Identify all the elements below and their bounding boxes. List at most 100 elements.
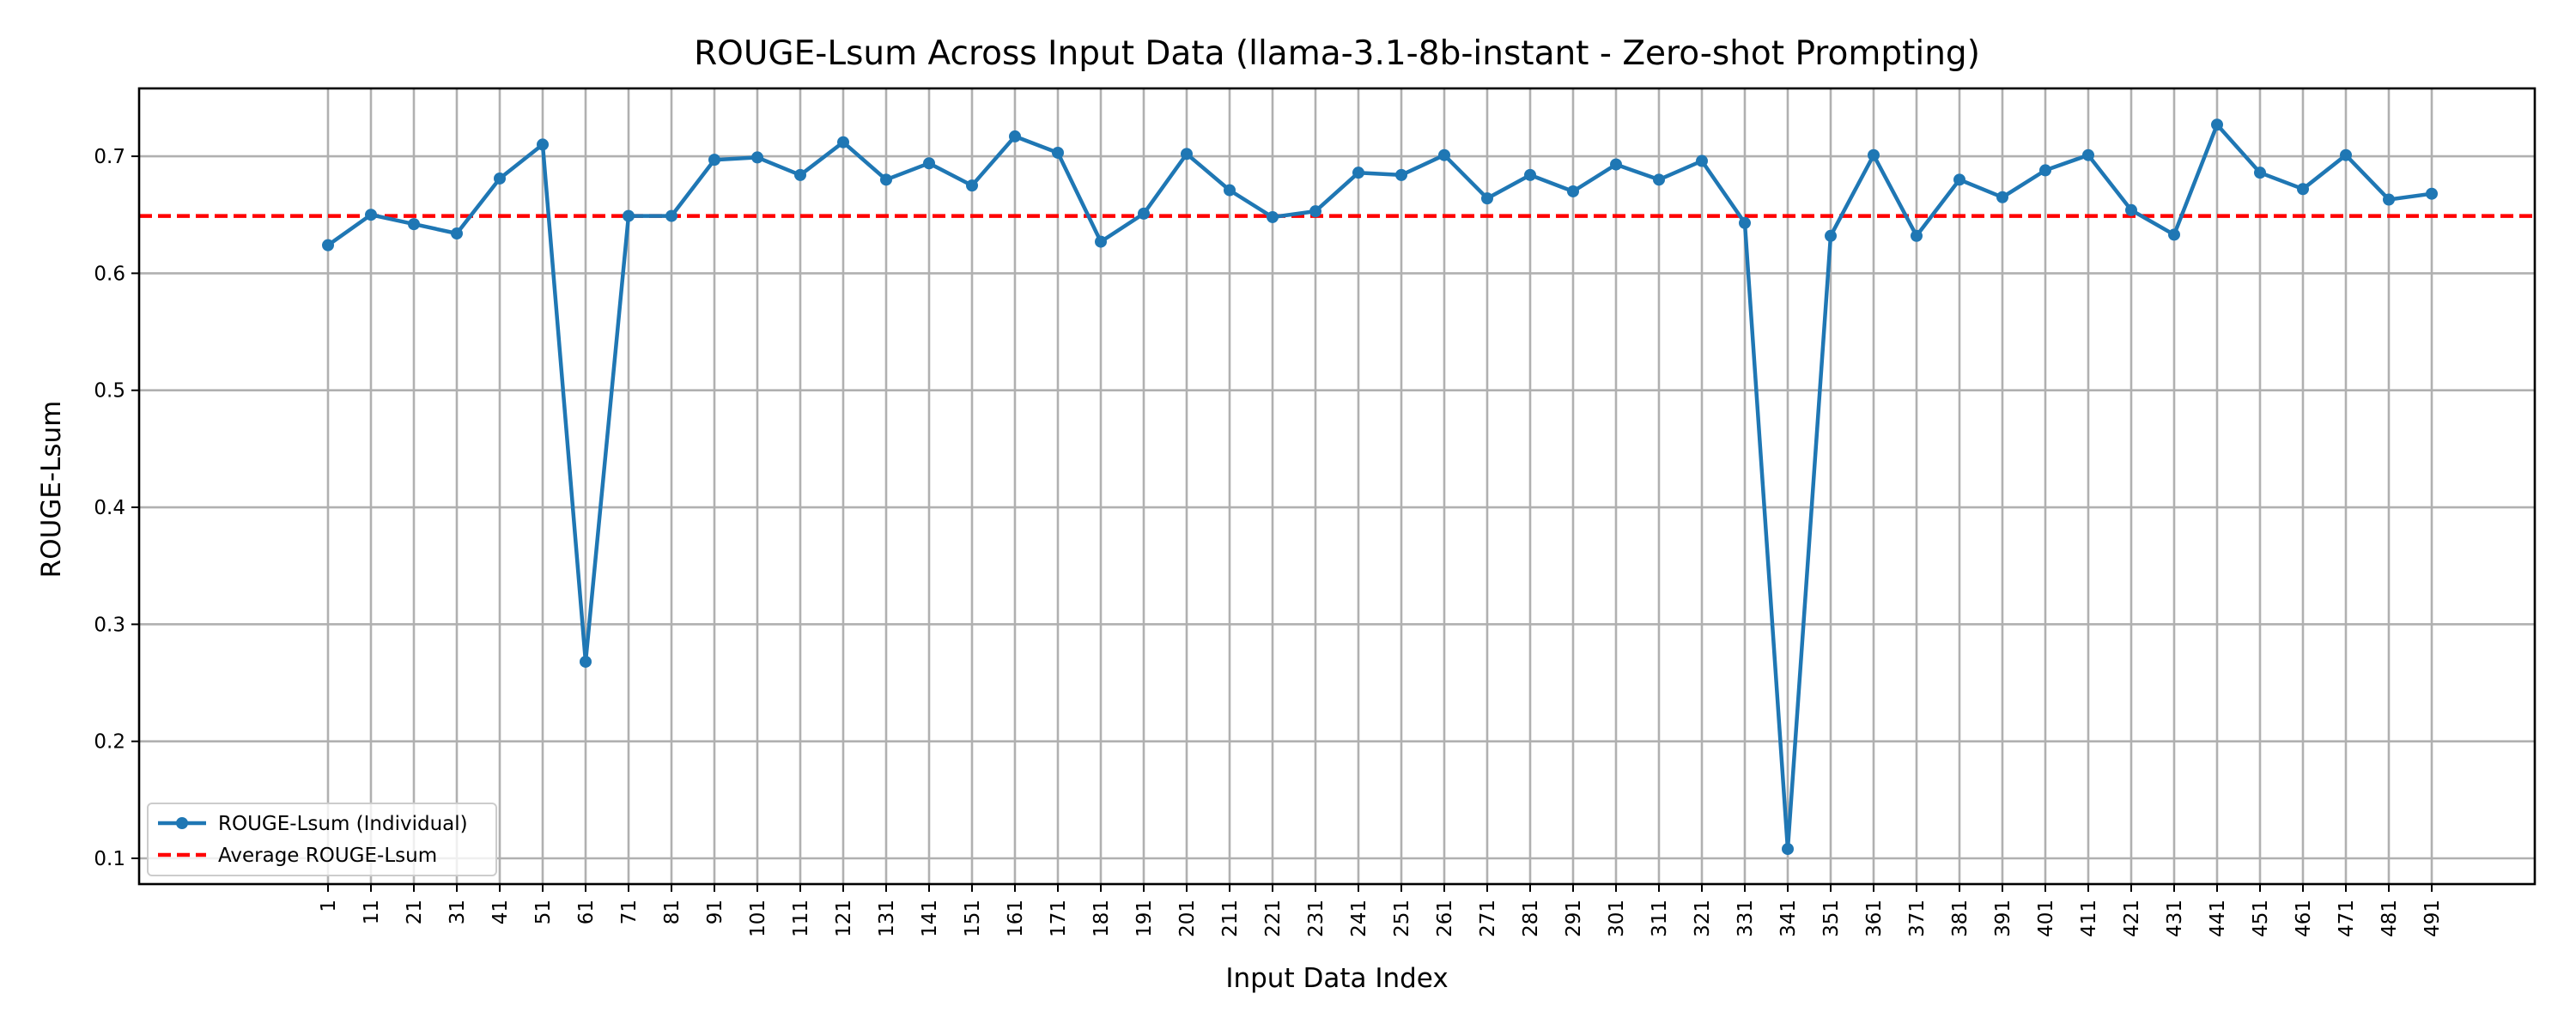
x-tick-label: 271 xyxy=(1477,900,1499,937)
x-tick-label: 301 xyxy=(1606,900,1628,937)
x-tick-label: 141 xyxy=(919,900,941,937)
data-point xyxy=(1825,229,1837,242)
x-tick-label: 81 xyxy=(661,900,683,924)
x-tick-label: 251 xyxy=(1391,900,1413,937)
x-tick-label: 11 xyxy=(361,900,383,924)
x-tick-label: 471 xyxy=(2336,900,2358,937)
data-point xyxy=(494,172,506,185)
x-tick-label: 391 xyxy=(1992,900,2014,937)
x-tick-label: 371 xyxy=(1906,900,1929,937)
x-tick-label: 461 xyxy=(2293,900,2315,937)
x-tick-label: 71 xyxy=(618,900,641,924)
x-tick-label: 131 xyxy=(876,900,898,937)
data-point xyxy=(580,655,592,668)
data-point xyxy=(708,154,720,167)
x-tick-label: 121 xyxy=(833,900,855,937)
x-tick-label: 61 xyxy=(575,900,598,924)
x-tick-label: 331 xyxy=(1735,900,1757,937)
x-tick-label: 321 xyxy=(1692,900,1714,937)
x-tick-label: 451 xyxy=(2250,900,2272,937)
data-point xyxy=(2039,164,2051,177)
x-tick-label: 381 xyxy=(1949,900,1971,937)
data-point xyxy=(1911,229,1923,242)
legend-marker-individual xyxy=(176,817,188,829)
data-point xyxy=(1653,173,1665,186)
data-point xyxy=(837,136,849,148)
x-tick-label: 211 xyxy=(1219,900,1242,937)
chart-title: ROUGE-Lsum Across Input Data (llama-3.1-… xyxy=(694,34,1980,73)
data-point xyxy=(1524,168,1536,181)
x-tick-label: 181 xyxy=(1091,900,1113,937)
data-point xyxy=(2254,167,2266,179)
x-tick-label: 91 xyxy=(704,900,726,924)
x-tick-label: 171 xyxy=(1048,900,1070,937)
tick-marks xyxy=(131,155,2433,892)
x-tick-label: 261 xyxy=(1434,900,1456,937)
data-point xyxy=(2383,193,2395,206)
data-point xyxy=(665,209,677,222)
data-point xyxy=(451,227,463,240)
plot-area-frame xyxy=(137,87,2537,886)
y-tick-label: 0.4 xyxy=(94,497,125,519)
y-tick-label: 0.1 xyxy=(94,848,125,870)
data-point xyxy=(2211,118,2223,131)
x-tick-label: 21 xyxy=(404,900,426,924)
x-tick-label: 41 xyxy=(489,900,512,924)
data-point xyxy=(2426,187,2438,200)
data-point xyxy=(1996,191,2008,203)
data-point xyxy=(1438,148,1450,161)
y-tick-label: 0.5 xyxy=(94,380,125,403)
y-tick-label: 0.3 xyxy=(94,614,125,636)
x-tick-label: 51 xyxy=(532,900,555,924)
data-point xyxy=(2340,148,2352,161)
x-tick-label: 491 xyxy=(2421,900,2444,937)
x-tick-label: 481 xyxy=(2379,900,2401,937)
data-point xyxy=(1739,216,1751,229)
data-point xyxy=(322,239,334,251)
data-point xyxy=(2082,148,2094,161)
data-point xyxy=(2297,183,2309,196)
data-point xyxy=(1095,235,1107,248)
x-tick-label: 361 xyxy=(1863,900,1886,937)
x-tick-label: 401 xyxy=(2035,900,2057,937)
rouge-lsum-individual-line xyxy=(326,123,2433,851)
data-point xyxy=(365,209,377,221)
legend: ROUGE-Lsum (Individual) Average ROUGE-Ls… xyxy=(147,803,497,876)
x-tick-label: 101 xyxy=(747,900,769,937)
data-point xyxy=(966,179,978,192)
x-tick-label: 111 xyxy=(790,900,812,937)
y-tick-labels: 0.1 0.2 0.3 0.4 0.5 0.6 0.7 xyxy=(94,146,125,870)
data-point xyxy=(923,157,935,170)
data-point xyxy=(1224,184,1236,197)
x-tick-label: 1 xyxy=(318,900,340,912)
x-tick-label: 241 xyxy=(1348,900,1370,937)
data-point xyxy=(1782,843,1794,856)
x-tick-label: 441 xyxy=(2207,900,2229,937)
x-tick-label: 221 xyxy=(1262,900,1285,937)
data-point xyxy=(1868,148,1880,161)
legend-label-individual: ROUGE-Lsum (Individual) xyxy=(218,813,468,835)
x-tick-label: 201 xyxy=(1176,900,1199,937)
data-point xyxy=(1009,130,1021,142)
data-point xyxy=(1567,185,1579,197)
data-point xyxy=(880,173,892,186)
data-point xyxy=(537,138,549,151)
grid-lines xyxy=(139,88,2535,884)
x-tick-label: 151 xyxy=(962,900,984,937)
x-tick-label: 341 xyxy=(1777,900,1800,937)
data-point xyxy=(1052,146,1064,159)
x-tick-label: 191 xyxy=(1133,900,1156,937)
y-tick-label: 0.7 xyxy=(94,146,125,168)
y-tick-label: 0.2 xyxy=(94,731,125,754)
data-point xyxy=(1138,207,1150,220)
data-point xyxy=(1309,205,1321,218)
y-tick-label: 0.6 xyxy=(94,263,125,285)
x-tick-label: 281 xyxy=(1520,900,1542,937)
data-point xyxy=(751,151,763,164)
data-point xyxy=(794,168,806,181)
x-tick-label: 351 xyxy=(1820,900,1843,937)
data-point xyxy=(2125,203,2137,216)
x-tick-labels: 1 11 21 31 41 51 61 71 81 91 101 111 121 131 141 151 161… xyxy=(318,900,2444,937)
data-point xyxy=(1953,173,1965,186)
